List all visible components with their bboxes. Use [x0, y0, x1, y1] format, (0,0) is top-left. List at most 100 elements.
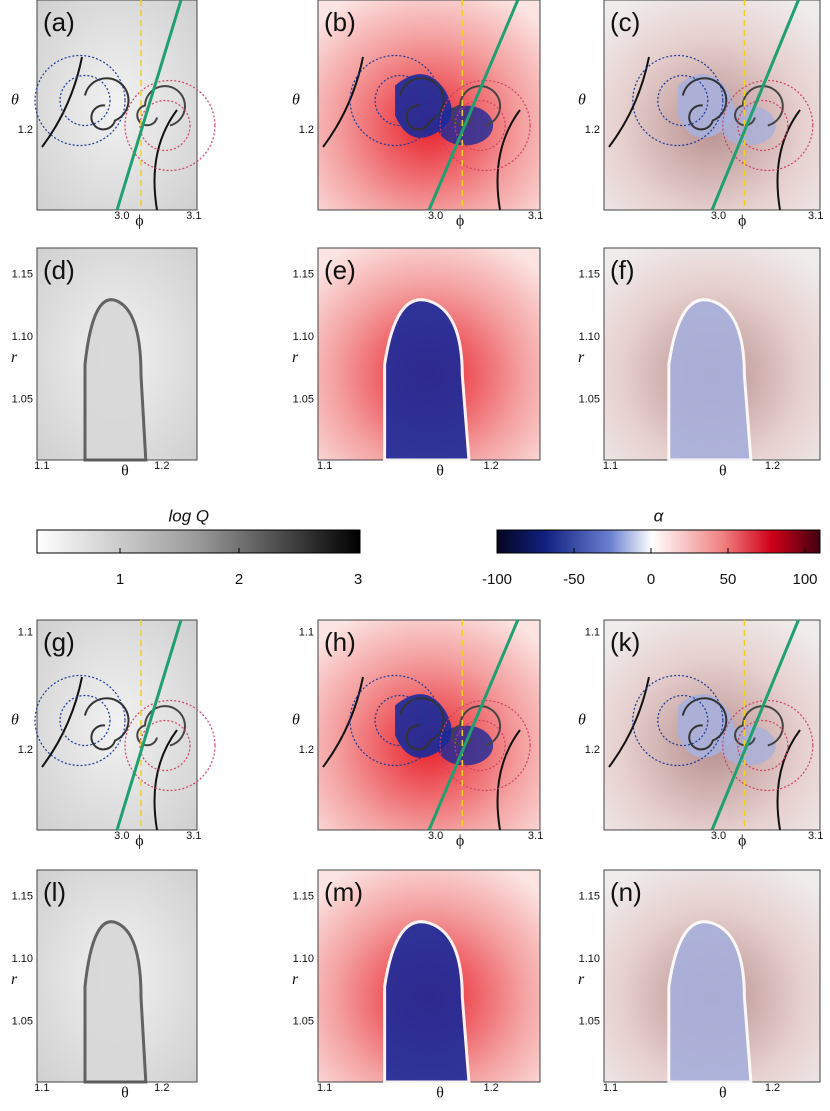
- y-tick-label: 1.05: [293, 1015, 314, 1027]
- y-tick-label: 1.10: [12, 331, 33, 343]
- colorbar-label: log Q: [168, 506, 209, 525]
- panel-label: (f): [610, 255, 635, 285]
- spiral: [451, 705, 502, 747]
- spiral: [84, 77, 130, 131]
- y-tick-label: 1.05: [12, 393, 33, 405]
- panel: (e) r θ 1.15 1.10 1.05 1.1 1.2: [292, 247, 541, 480]
- vortex: [677, 74, 735, 138]
- y-tick-label: 1.2: [18, 744, 33, 756]
- x-axis-label: ϕ: [135, 213, 143, 230]
- y-axis-label: θ: [11, 91, 19, 108]
- colorbar: [496, 529, 821, 554]
- x-tick-label: 3.0: [114, 210, 129, 222]
- y-tick-label: 1.2: [299, 124, 314, 136]
- x-axis-label: ϕ: [738, 213, 746, 230]
- plume: [667, 920, 753, 1084]
- panel: (l) r θ 1.15 1.10 1.05 1.1 1.2: [11, 869, 198, 1102]
- front: [322, 676, 521, 831]
- spiral: [399, 697, 445, 751]
- x-tick-label: 1.1: [317, 1082, 332, 1094]
- x-tick-label: 3.0: [711, 830, 726, 842]
- x-axis-label: ϕ: [135, 833, 143, 850]
- boundary-line: [427, 619, 520, 831]
- vortex: [677, 694, 735, 758]
- x-tick-label: 1.2: [154, 460, 169, 472]
- vortex: [395, 74, 452, 138]
- spiral: [399, 77, 445, 131]
- y-tick-label: 1.2: [585, 744, 600, 756]
- x-axis-label: θ: [719, 1085, 727, 1102]
- region-outline: [34, 54, 126, 147]
- y-axis-label: θ: [292, 91, 300, 108]
- x-tick-label: 3.1: [808, 210, 823, 222]
- spiral: [734, 85, 784, 127]
- x-axis-label: ϕ: [456, 833, 464, 850]
- y-tick-label: 1.05: [293, 393, 314, 405]
- panel-label: (g): [43, 627, 75, 657]
- plume: [83, 920, 148, 1084]
- panel: (c) θ ϕ 1.2 3.0 3.1: [578, 0, 823, 230]
- region-outline: [349, 674, 441, 767]
- panel-label: (d): [43, 255, 75, 285]
- region-outline: [454, 719, 506, 772]
- boundary-line: [115, 619, 183, 831]
- y-tick-label: 1.10: [12, 953, 33, 965]
- x-tick-label: 1.1: [317, 460, 332, 472]
- spiral: [734, 705, 784, 747]
- region-outline: [439, 699, 531, 792]
- y-tick-label: 1.15: [579, 268, 600, 280]
- front: [41, 676, 178, 831]
- panel: (k) θ ϕ 1.1 1.2 3.0 3.1: [578, 619, 823, 850]
- panel: (h) θ ϕ 1.1 1.2 3.0 3.1: [292, 619, 543, 850]
- x-tick-label: 3.1: [528, 210, 543, 222]
- x-tick-label: 3.0: [428, 210, 443, 222]
- colorbar-tick-label: 2: [235, 571, 243, 588]
- x-tick-label: 1.1: [603, 460, 618, 472]
- x-axis-label: ϕ: [738, 833, 746, 850]
- y-axis-label: θ: [578, 711, 586, 728]
- x-tick-label: 3.0: [114, 830, 129, 842]
- region-outline: [722, 699, 814, 792]
- y-tick-label: 1.2: [585, 124, 600, 136]
- vortex: [395, 694, 452, 758]
- region-outline: [139, 719, 191, 772]
- x-axis-label: ϕ: [456, 213, 464, 230]
- region-outline: [657, 694, 709, 747]
- region-outline: [374, 694, 426, 747]
- colorbar-tick-label: 50: [720, 571, 737, 588]
- y-axis-label: r: [578, 971, 585, 988]
- y-axis-label: θ: [578, 91, 586, 108]
- y-tick-label: 1.05: [579, 1015, 600, 1027]
- region-outline: [374, 74, 426, 127]
- region-outline: [439, 79, 531, 172]
- spiral: [681, 77, 728, 131]
- region-outline: [454, 99, 506, 152]
- plume: [383, 920, 471, 1084]
- region-outline: [657, 74, 709, 127]
- y-axis-label: r: [292, 971, 299, 988]
- colorbar-tick-label: 1: [116, 571, 124, 588]
- colorbar-tick-label: 0: [647, 571, 655, 588]
- front: [41, 56, 178, 211]
- x-axis-label: θ: [121, 463, 129, 480]
- region-outline: [632, 54, 724, 147]
- y-tick-label: 1.1: [299, 627, 314, 639]
- boundary-line: [710, 0, 800, 211]
- colorbar-label: α: [654, 506, 665, 525]
- x-tick-label: 1.2: [765, 460, 780, 472]
- panel: (f) r θ 1.15 1.10 1.05 1.1 1.2: [578, 247, 821, 480]
- panel: (a) θ ϕ 1.2 3.0 3.1: [11, 0, 216, 230]
- y-tick-label: 1.15: [293, 268, 314, 280]
- y-axis-label: r: [11, 971, 18, 988]
- front: [322, 56, 521, 211]
- y-tick-label: 1.10: [579, 953, 600, 965]
- panel: (b) θ ϕ 1.2 3.0 3.1: [292, 0, 543, 230]
- region-outline: [722, 79, 814, 172]
- region-outline: [124, 79, 216, 172]
- y-tick-label: 1.15: [293, 890, 314, 902]
- x-tick-label: 3.0: [711, 210, 726, 222]
- plume: [383, 298, 471, 462]
- x-axis-label: θ: [436, 463, 444, 480]
- panel-label: (a): [43, 7, 75, 37]
- y-tick-label: 1.2: [299, 744, 314, 756]
